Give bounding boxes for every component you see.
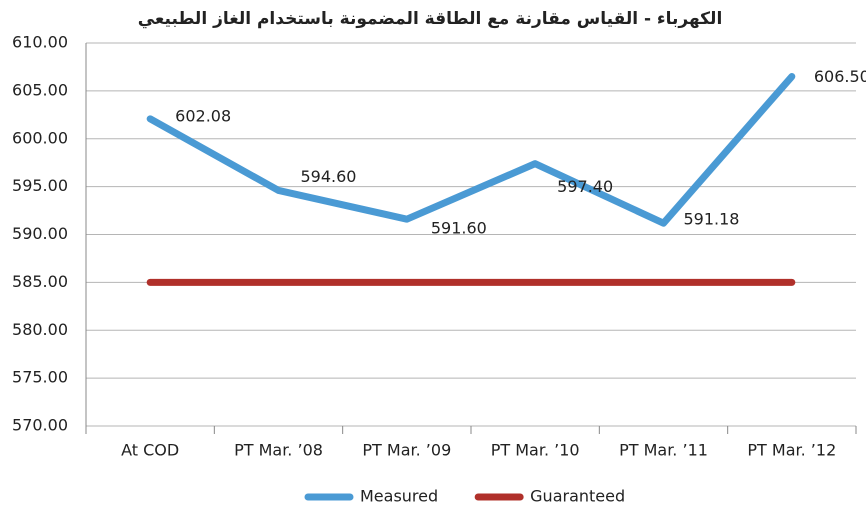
chart-title: الكهرباء - القياس مقارنة مع الطاقة المضم… xyxy=(138,9,723,29)
x-tick-label: PT Mar. ’11 xyxy=(619,441,708,460)
y-tick-label: 585.00 xyxy=(12,272,68,291)
y-tick-label: 590.00 xyxy=(12,224,68,243)
y-tick-label: 610.00 xyxy=(12,33,68,52)
y-tick-label: 570.00 xyxy=(12,416,68,435)
x-tick-label: PT Mar. ’09 xyxy=(362,441,451,460)
y-tick-label: 600.00 xyxy=(12,128,68,147)
series-line xyxy=(146,73,796,227)
legend-label: Measured xyxy=(360,487,438,506)
data-label: 591.18 xyxy=(684,210,740,229)
legend-label: Guaranteed xyxy=(530,487,625,506)
data-label: 594.60 xyxy=(301,167,357,186)
y-tick-label: 580.00 xyxy=(12,320,68,339)
x-tick-label: PT Mar. ’08 xyxy=(234,441,323,460)
y-tick-label: 605.00 xyxy=(12,80,68,99)
y-tick-label: 595.00 xyxy=(12,176,68,195)
x-tick-label: PT Mar. ’10 xyxy=(491,441,580,460)
data-label: 606.50 xyxy=(814,67,866,86)
x-tick-label: PT Mar. ’12 xyxy=(747,441,836,460)
x-tick-label: At COD xyxy=(121,441,179,460)
data-label: 597.40 xyxy=(557,177,613,196)
y-tick-label: 575.00 xyxy=(12,368,68,387)
data-label: 591.60 xyxy=(431,219,487,238)
data-label: 602.08 xyxy=(175,106,231,125)
